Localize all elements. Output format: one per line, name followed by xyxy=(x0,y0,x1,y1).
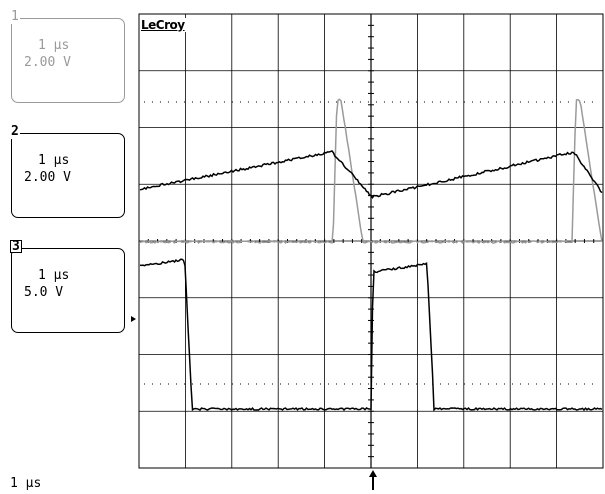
trigger-level-arrow-icon xyxy=(131,316,136,322)
trigger-position-arrow-icon xyxy=(369,470,377,490)
brand-logo: LeCroy xyxy=(140,18,186,32)
